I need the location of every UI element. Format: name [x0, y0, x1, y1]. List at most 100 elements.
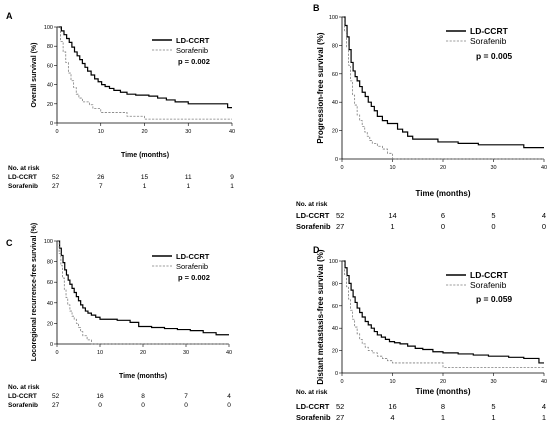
x-axis-label: Time (months): [121, 152, 169, 159]
x-tick-label: 0: [55, 350, 58, 356]
risk-count: 1: [186, 183, 190, 190]
risk-count: 4: [542, 402, 546, 411]
x-tick-label: 10: [97, 350, 103, 356]
x-tick-label: 10: [98, 129, 104, 135]
risk-count: 14: [388, 211, 396, 220]
risk-count: 27: [336, 222, 344, 231]
y-tick-label: 100: [44, 239, 53, 245]
y-tick-label: 0: [335, 371, 338, 377]
risk-row-label: LD-CCRT: [8, 174, 37, 181]
risk-count: 7: [99, 183, 103, 190]
legend-label: Sorafenib: [176, 262, 208, 271]
risk-count: 16: [96, 393, 104, 400]
p-value: p = 0.005: [476, 51, 512, 61]
risk-count: 1: [542, 413, 546, 422]
km-panel-a: A 0 20 40 60 80 100 0 10 20 30 40 Time (months) Overa…: [6, 11, 235, 190]
risk-row-label: LD-CCRT: [296, 402, 330, 411]
risk-count: 26: [97, 174, 105, 181]
y-axis-label: Overall survival (%): [31, 43, 38, 108]
risk-count: 1: [230, 183, 234, 190]
y-tick-label: 80: [47, 44, 53, 50]
risk-count: 4: [227, 393, 231, 400]
x-tick-label: 40: [226, 350, 232, 356]
risk-count: 16: [388, 402, 396, 411]
km-panel-d: D 0 20 40 60 80 100 0 10 20 30 40 Time (months) Dista…: [296, 245, 547, 422]
x-tick-label: 40: [229, 129, 235, 135]
y-tick-label: 40: [47, 301, 53, 307]
y-tick-label: 0: [50, 342, 53, 348]
x-tick-label: 40: [541, 165, 547, 171]
km-curve-sorafenib: [57, 26, 232, 120]
legend-label: LD-CCRT: [176, 36, 210, 45]
risk-count: 0: [184, 402, 188, 409]
y-tick-label: 40: [332, 326, 338, 332]
risk-count: 0: [491, 222, 495, 231]
km-curve-ld-ccrt: [57, 240, 229, 336]
risk-row-label: Sorafenib: [296, 222, 331, 231]
x-tick-label: 0: [55, 129, 58, 135]
panel-letter: C: [6, 238, 13, 248]
y-tick-label: 80: [332, 281, 338, 287]
p-value: p = 0.002: [178, 273, 210, 282]
km-curve-sorafenib: [342, 16, 544, 160]
risk-count: 8: [141, 393, 145, 400]
risk-count: 5: [491, 402, 495, 411]
y-tick-label: 20: [332, 349, 338, 355]
risk-count: 4: [542, 211, 546, 220]
y-tick-label: 20: [47, 102, 53, 108]
x-tick-label: 20: [140, 350, 146, 356]
risk-count: 52: [336, 211, 344, 220]
risk-count: 0: [227, 402, 231, 409]
y-axis-label: Distant metastasis-free survival (%): [316, 249, 325, 385]
x-axis-label: Time (months): [119, 373, 167, 380]
risk-count: 1: [390, 222, 394, 231]
x-tick-label: 30: [185, 129, 191, 135]
legend-label: LD-CCRT: [470, 270, 509, 280]
x-tick-label: 20: [440, 165, 446, 171]
x-axis-label: Time (months): [416, 189, 471, 198]
risk-row-label: Sorafenib: [8, 402, 38, 409]
risk-count: 27: [336, 413, 344, 422]
panel-letter: A: [6, 11, 13, 21]
km-curve-ld-ccrt: [342, 260, 544, 364]
y-tick-label: 60: [47, 63, 53, 69]
x-tick-label: 0: [340, 379, 343, 385]
risk-table-title: No. at risk: [296, 201, 328, 208]
legend-label: Sorafenib: [470, 280, 507, 290]
y-tick-label: 60: [332, 304, 338, 310]
x-tick-label: 30: [183, 350, 189, 356]
risk-table: No. at risk LD-CCRT 52 16 8 5 4 Sorafenib 27 4 1 1 1: [296, 389, 546, 422]
risk-count: 52: [52, 174, 60, 181]
y-tick-label: 80: [47, 260, 53, 266]
risk-row-label: Sorafenib: [8, 183, 38, 190]
legend-label: Sorafenib: [176, 46, 208, 55]
risk-row-label: LD-CCRT: [296, 211, 330, 220]
y-tick-label: 100: [44, 25, 53, 31]
y-tick-label: 20: [332, 129, 338, 135]
x-axis-label: Time (months): [416, 387, 471, 396]
risk-count: 7: [184, 393, 188, 400]
km-curve-sorafenib: [57, 240, 229, 345]
km-curve-ld-ccrt: [57, 26, 232, 109]
p-value: p = 0.059: [476, 294, 512, 304]
x-tick-label: 30: [490, 165, 496, 171]
risk-count: 9: [230, 174, 234, 181]
risk-table-title: No. at risk: [8, 384, 40, 391]
legend-label: Sorafenib: [470, 36, 507, 46]
x-tick-label: 30: [490, 379, 496, 385]
risk-count: 0: [542, 222, 546, 231]
risk-count: 0: [441, 222, 445, 231]
risk-count: 27: [52, 183, 60, 190]
risk-count: 11: [185, 174, 192, 181]
risk-count: 0: [141, 402, 145, 409]
y-axis-label: Locoregional recurrence-free survival (%…: [31, 223, 38, 362]
legend-label: LD-CCRT: [470, 26, 509, 36]
risk-row-label: LD-CCRT: [8, 393, 37, 400]
risk-count: 52: [52, 393, 60, 400]
y-axis-label: Progression-free survival (%): [316, 32, 325, 143]
y-tick-label: 20: [47, 321, 53, 327]
risk-count: 15: [141, 174, 149, 181]
